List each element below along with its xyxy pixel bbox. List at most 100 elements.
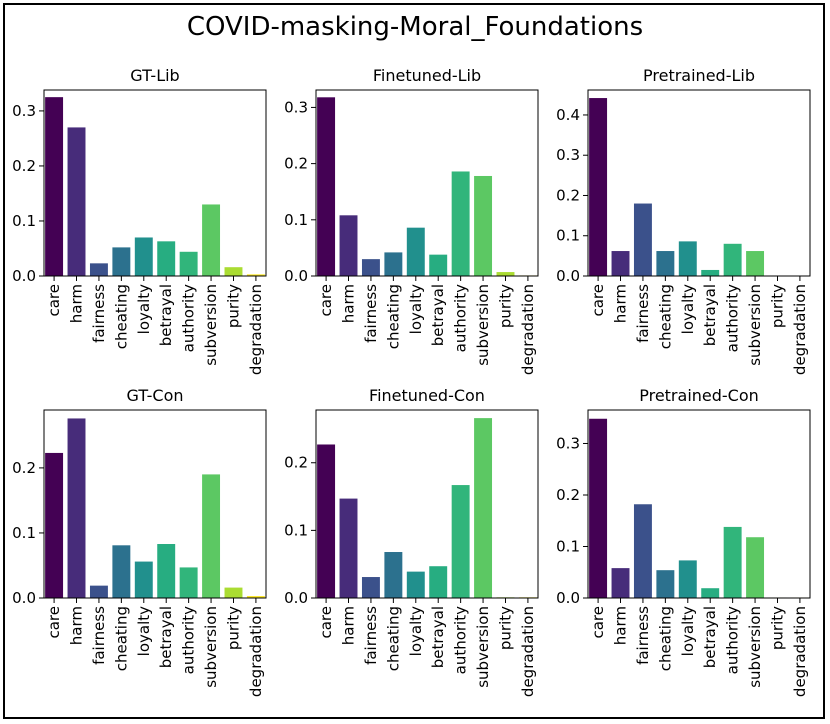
x-tick-label-loyalty: loyalty	[135, 284, 153, 334]
bar-fairness	[633, 504, 652, 598]
bar-loyalty	[678, 241, 697, 276]
x-tick-label-loyalty: loyalty	[407, 606, 425, 656]
bar-care	[317, 97, 336, 276]
bar-betrayal	[701, 269, 720, 276]
subplot-gt-con: GT-Con 0.0 0.1 0.2 care harm fairness cheating l…	[12, 386, 267, 697]
x-tick-label-subversion: subversion	[746, 606, 764, 688]
x-tick-label-fairness: fairness	[634, 284, 652, 343]
bar-fairness	[361, 259, 380, 276]
bar-care	[317, 444, 336, 598]
bar-loyalty	[406, 227, 425, 276]
x-tick-label-harm: harm	[612, 284, 630, 323]
y-tick-label: 0.1	[284, 211, 308, 229]
subplot-title: Pretrained-Lib	[643, 66, 755, 85]
bar-loyalty	[134, 561, 153, 598]
x-tick-label-purity: purity	[768, 606, 786, 650]
plot-frame	[587, 89, 811, 277]
bar-subversion	[474, 418, 493, 598]
bar-harm	[67, 418, 86, 598]
bar-betrayal	[429, 254, 448, 276]
bar-authority	[723, 243, 742, 276]
bar-fairness	[89, 263, 108, 276]
bar-betrayal	[157, 544, 176, 598]
y-tick-label: 0.0	[12, 589, 36, 607]
plot-frame	[43, 89, 267, 277]
x-tick-label-care: care	[317, 284, 335, 317]
plot-frame	[315, 89, 539, 277]
x-tick-label-care: care	[589, 606, 607, 639]
x-tick-label-betrayal: betrayal	[157, 606, 175, 668]
y-tick-label: 0.1	[284, 521, 308, 539]
bar-harm	[67, 127, 86, 276]
y-tick-label: 0.0	[12, 267, 36, 285]
subplot-title: GT-Con	[126, 386, 183, 405]
x-tick-label-authority: authority	[452, 284, 470, 352]
x-tick-label-purity: purity	[768, 284, 786, 328]
bar-degradation	[246, 596, 265, 598]
subplot-title: Finetuned-Lib	[373, 66, 481, 85]
bar-loyalty	[134, 237, 153, 276]
bar-cheating	[384, 252, 403, 276]
x-tick-label-subversion: subversion	[746, 284, 764, 366]
x-tick-label-fairness: fairness	[362, 606, 380, 665]
subplot-finetuned-con: Finetuned-Con 0.0 0.1 0.2 care harm fairness ch…	[284, 386, 539, 697]
figure-title: COVID-masking-Moral_Foundations	[186, 12, 644, 42]
bar-cheating	[384, 552, 403, 598]
bar-betrayal	[701, 588, 720, 598]
bar-purity	[224, 267, 243, 276]
x-tick-label-degradation: degradation	[519, 284, 537, 375]
bar-subversion	[746, 537, 765, 598]
bar-purity	[224, 587, 243, 598]
subplot-pretrained-lib: Pretrained-Lib 0.0 0.1 0.2 0.3 0.4 care harm fai…	[556, 66, 811, 375]
x-tick-label-subversion: subversion	[202, 606, 220, 688]
x-tick-label-purity: purity	[496, 284, 514, 328]
x-tick-label-harm: harm	[68, 284, 86, 323]
bar-authority	[179, 251, 198, 276]
y-tick-label: 0.2	[284, 155, 308, 173]
y-tick-label: 0.2	[556, 486, 580, 504]
x-tick-label-cheating: cheating	[384, 606, 402, 671]
x-tick-label-degradation: degradation	[247, 284, 265, 375]
x-tick-label-authority: authority	[724, 606, 742, 674]
x-tick-label-authority: authority	[180, 606, 198, 674]
bar-fairness	[89, 585, 108, 598]
x-tick-label-loyalty: loyalty	[679, 284, 697, 334]
y-tick-label: 0.0	[284, 267, 308, 285]
x-tick-label-harm: harm	[68, 606, 86, 645]
x-tick-label-care: care	[589, 284, 607, 317]
x-tick-label-degradation: degradation	[247, 606, 265, 697]
y-tick-label: 0.1	[556, 537, 580, 555]
bar-fairness	[361, 577, 380, 598]
x-tick-label-purity: purity	[224, 606, 242, 650]
subplot-finetuned-lib: Finetuned-Lib 0.0 0.1 0.2 0.3 care harm fairnes…	[284, 66, 539, 375]
y-tick-label: 0.4	[556, 106, 580, 124]
x-tick-label-betrayal: betrayal	[429, 284, 447, 346]
x-tick-label-degradation: degradation	[791, 284, 809, 375]
x-tick-label-authority: authority	[452, 606, 470, 674]
bar-harm	[611, 568, 630, 598]
bar-authority	[451, 485, 470, 598]
x-tick-label-cheating: cheating	[656, 284, 674, 349]
y-tick-label: 0.2	[12, 157, 36, 175]
x-tick-label-betrayal: betrayal	[701, 606, 719, 668]
bar-subversion	[202, 474, 221, 598]
x-tick-label-cheating: cheating	[384, 284, 402, 349]
plot-frame	[43, 409, 267, 599]
subplot-gt-lib: GT-Lib 0.0 0.1 0.2 0.3 care harm fairness cheati…	[12, 66, 267, 375]
y-tick-label: 0.0	[284, 589, 308, 607]
x-tick-label-betrayal: betrayal	[701, 284, 719, 346]
x-tick-label-subversion: subversion	[474, 284, 492, 366]
bar-harm	[339, 498, 358, 598]
y-tick-label: 0.3	[556, 434, 580, 452]
x-tick-label-fairness: fairness	[362, 284, 380, 343]
subplot-title: Pretrained-Con	[639, 386, 759, 405]
bar-purity	[496, 272, 515, 276]
bar-authority	[179, 567, 198, 598]
x-tick-label-loyalty: loyalty	[135, 606, 153, 656]
x-tick-label-fairness: fairness	[90, 284, 108, 343]
y-tick-label: 0.3	[12, 102, 36, 120]
y-tick-label: 0.2	[284, 454, 308, 472]
y-tick-label: 0.2	[12, 459, 36, 477]
bar-care	[45, 97, 64, 277]
plot-frame	[315, 409, 539, 599]
